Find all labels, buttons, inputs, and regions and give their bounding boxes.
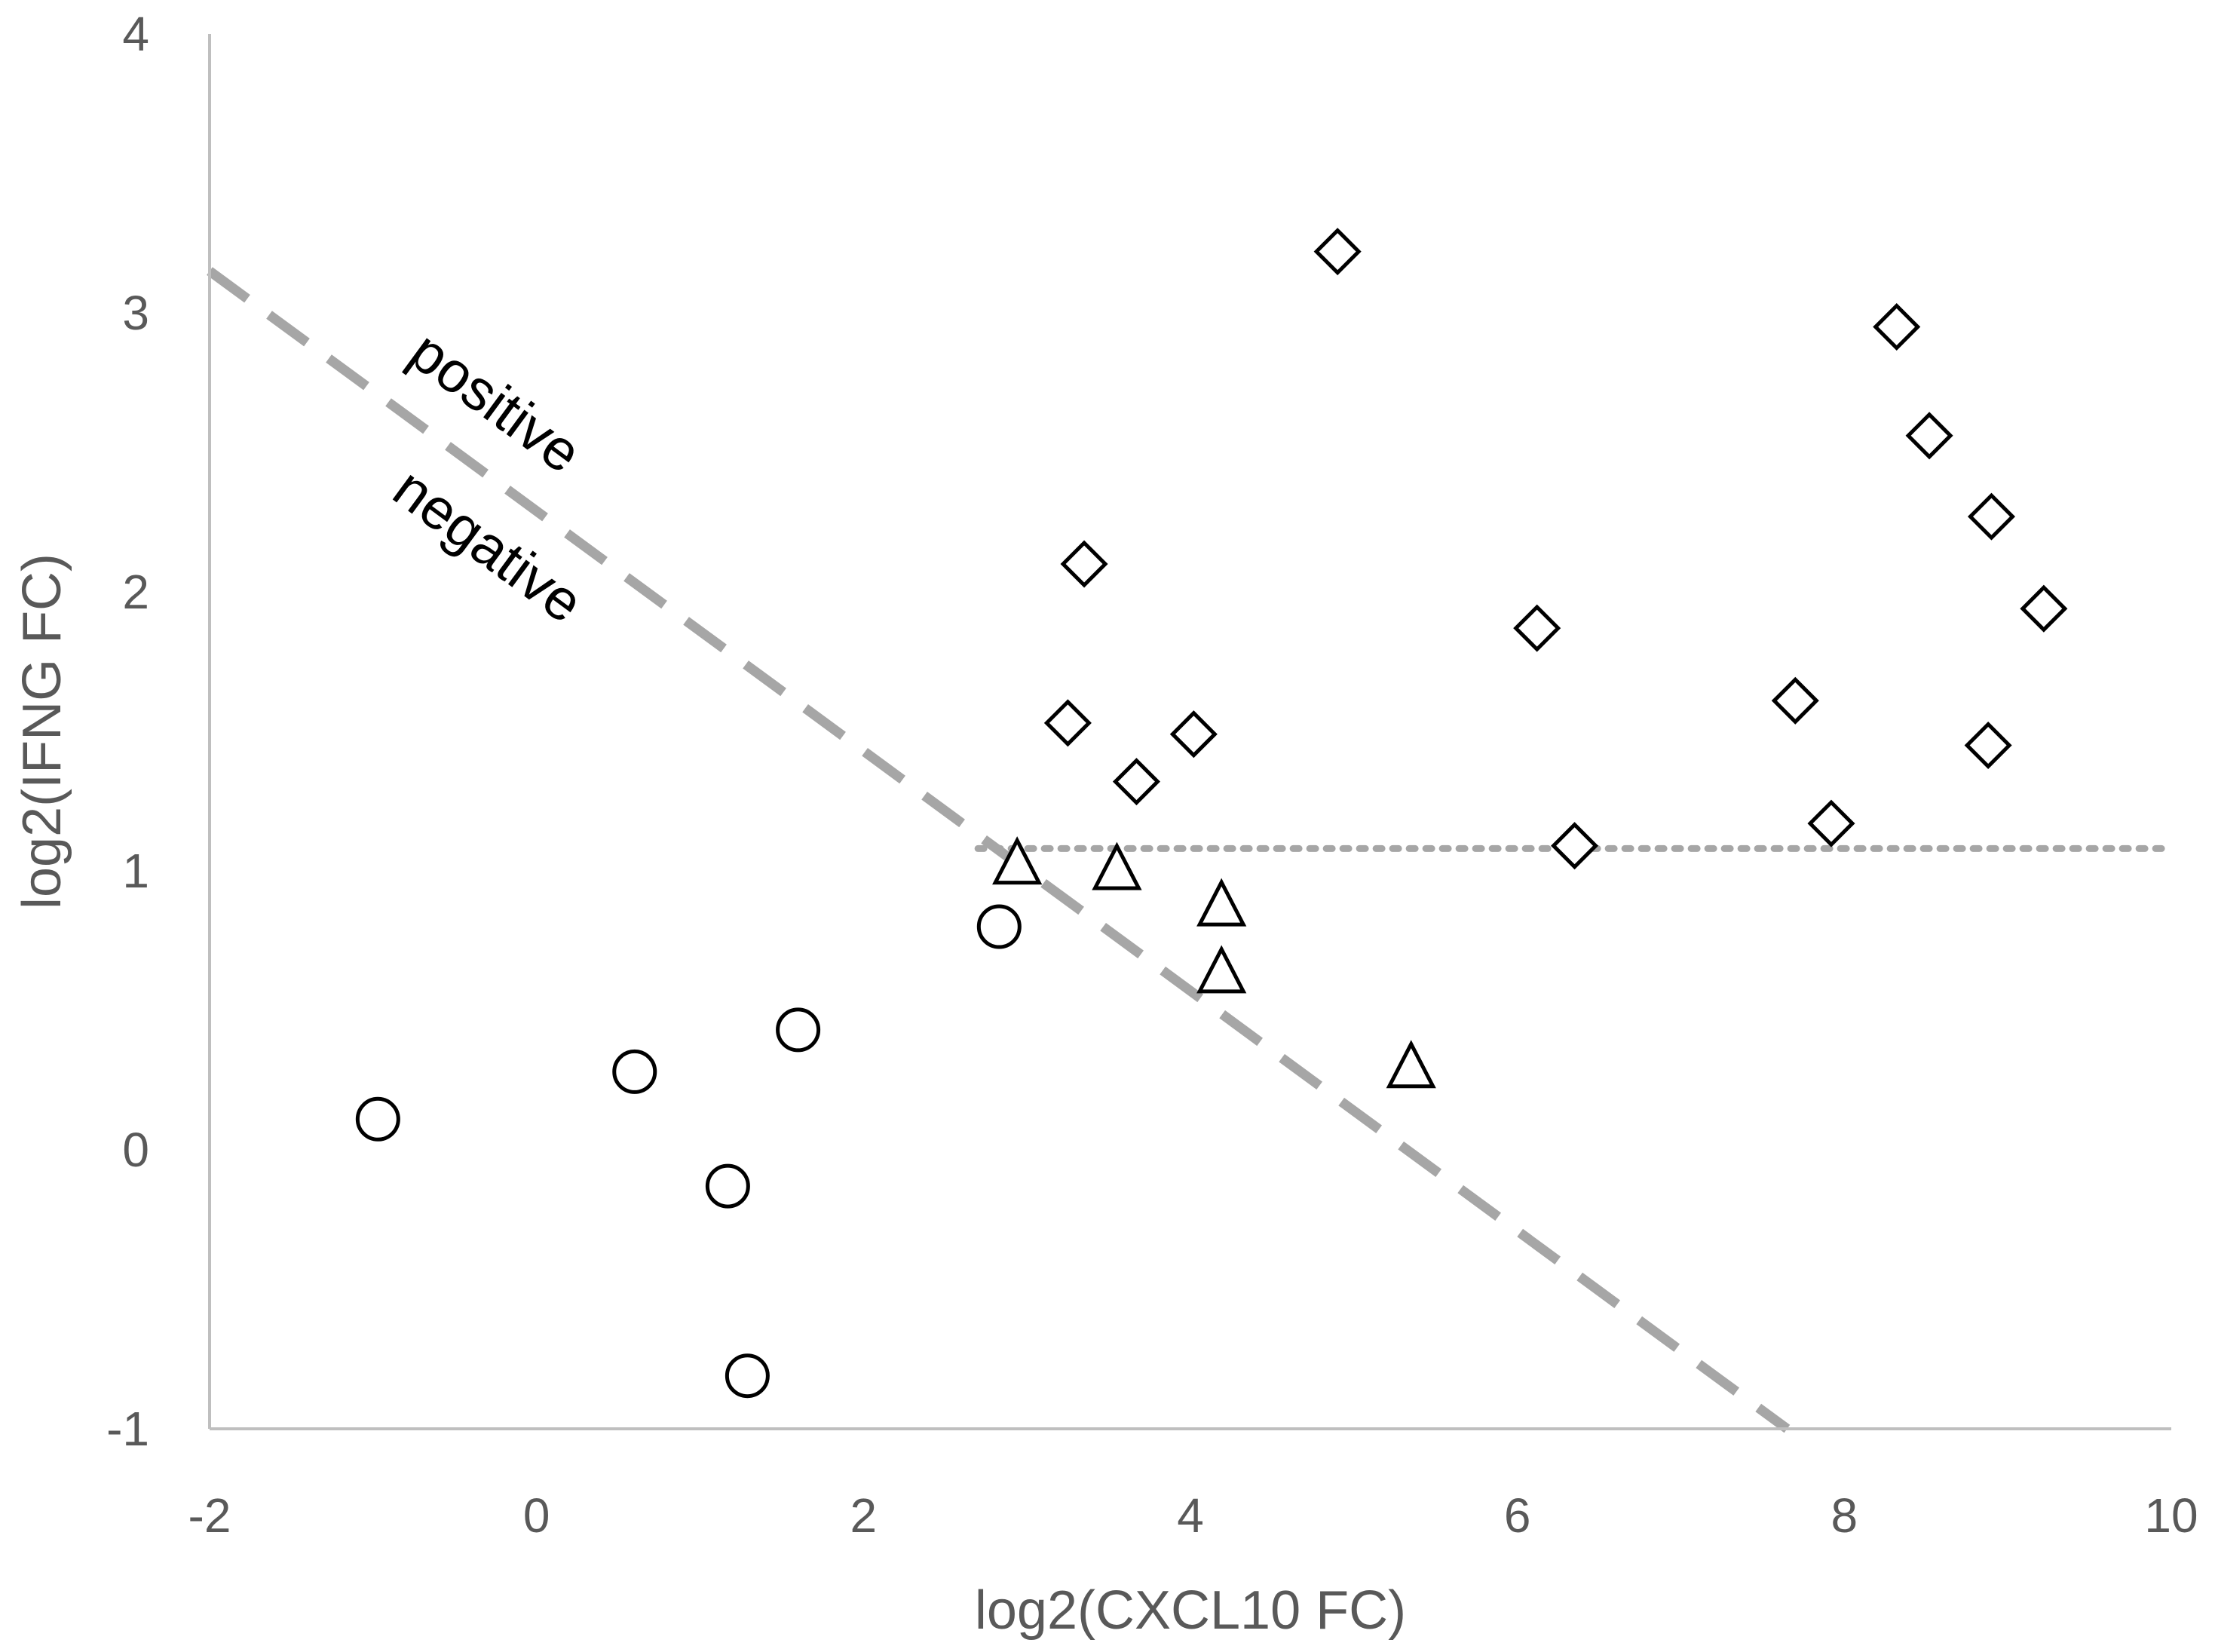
circle-marker [355,1096,400,1142]
diamond-marker [2020,584,2068,633]
x-tick-label: -2 [188,1488,231,1543]
x-axis-title: log2(CXCL10 FC) [975,1580,1406,1641]
x-tick-label: 2 [850,1488,878,1543]
diamond-marker [1771,676,1819,725]
circle-marker [612,1049,657,1094]
triangle-marker [1092,841,1142,890]
triangle-marker [1196,878,1247,927]
data-points [355,228,2068,1399]
negative-label: negative [381,455,594,636]
y-tick-label: 3 [122,286,149,340]
triangle-marker [1386,1040,1436,1089]
diamond-marker [1967,492,2016,541]
diamond-marker [1313,228,1362,276]
x-tick-label: 8 [1831,1488,1858,1543]
y-axis-title: log2(IFNG FC) [12,553,72,909]
y-tick-label: 2 [122,565,149,619]
y-tick-labels: -1 0 1 2 3 4 [106,7,149,1456]
diamond-marker [1112,758,1160,806]
diamond-marker [1169,710,1218,759]
diamond-marker [1551,822,1599,870]
triangle-marker [1196,945,1247,994]
circle-marker [976,904,1022,949]
diamond-marker [1807,799,1855,847]
x-tick-label: 10 [2144,1488,2198,1543]
x-tick-label: 6 [1504,1488,1531,1543]
x-tick-labels: -2 0 2 4 6 8 10 [188,1488,2198,1543]
diamond-marker [1905,412,1953,460]
y-tick-label: 4 [122,7,149,61]
circle-marker [776,1007,821,1053]
circle-marker [705,1163,750,1209]
y-tick-label: 1 [122,844,149,898]
diamond-marker [1873,302,1921,351]
diamond-marker [1043,699,1092,747]
y-tick-label: 0 [122,1123,149,1177]
diamond-marker [1964,721,2012,770]
circle-marker [725,1353,770,1399]
y-tick-label: -1 [106,1402,149,1456]
x-tick-label: 4 [1177,1488,1204,1543]
diamond-marker [1513,604,1561,652]
x-tick-label: 0 [523,1488,550,1543]
diamond-marker [1060,540,1108,588]
triangle-marker [992,836,1043,885]
